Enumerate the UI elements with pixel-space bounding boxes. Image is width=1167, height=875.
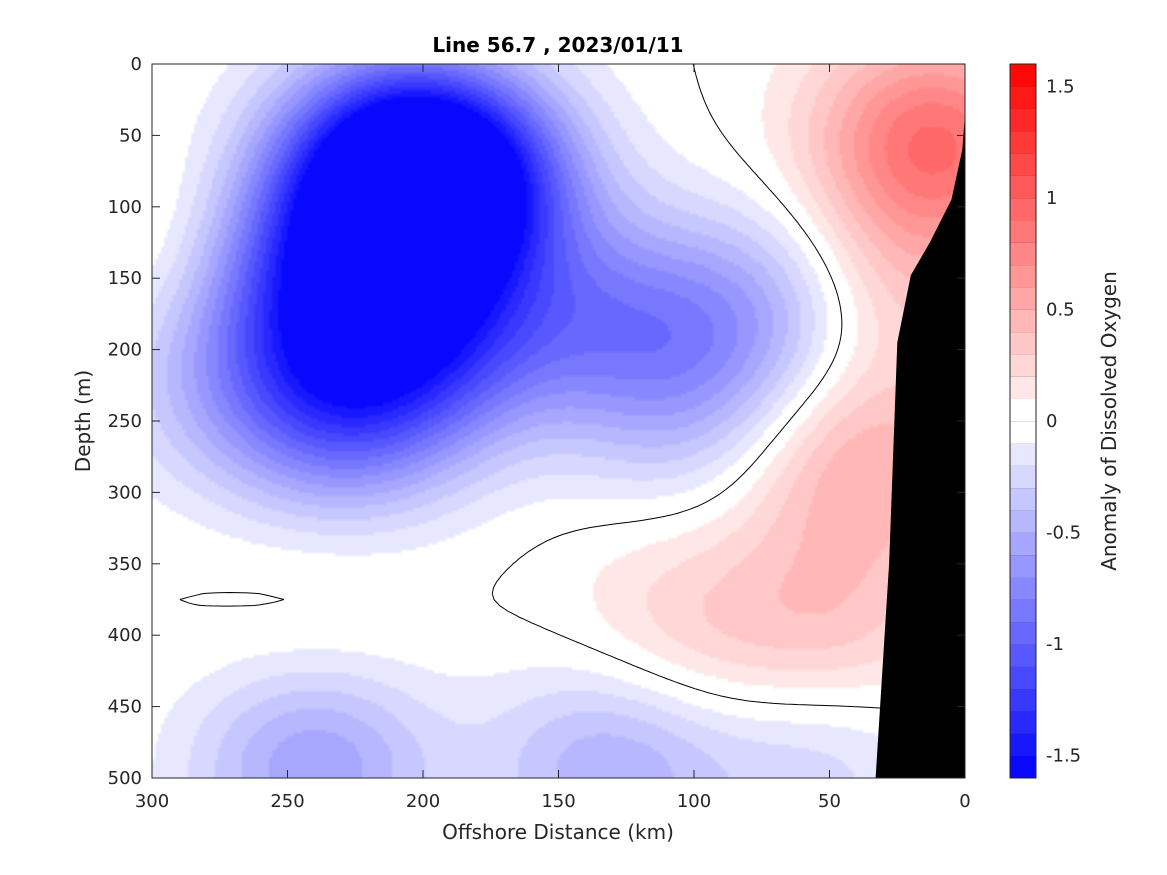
colorbar-level (1010, 733, 1036, 756)
colorbar-level (1010, 153, 1036, 176)
colorbar: 1.5 1 0.5 0 -0.5 -1 -1.5 Anomaly of Dissolved … (1009, 63, 1121, 779)
colorbar-level (1010, 688, 1036, 712)
y-tick-label: 100 (108, 197, 142, 218)
colorbar-level (1010, 64, 1036, 87)
y-tick-label: 400 (108, 625, 142, 646)
colorbar-level (1010, 86, 1036, 109)
colorbar-level (1010, 130, 1036, 154)
colorbar-tick-label: -1.5 (1046, 746, 1081, 767)
y-axis: 0 50 100 150 200 250 300 350 400 450 500 (108, 54, 965, 789)
y-tick-label: 350 (108, 554, 142, 575)
colorbar-level (1010, 532, 1036, 556)
y-tick-label: 200 (108, 340, 142, 361)
colorbar-level (1010, 711, 1036, 734)
y-tick-label: 150 (108, 268, 142, 289)
colorbar-level (1010, 197, 1036, 221)
plot-area (151, 63, 966, 779)
colorbar-level (1010, 554, 1036, 578)
colorbar-tick-label: 1.5 (1046, 76, 1075, 97)
colorbar-level (1010, 331, 1036, 355)
y-tick-label: 50 (119, 125, 142, 146)
y-tick-label: 300 (108, 482, 142, 503)
colorbar-tick-label: 0.5 (1046, 299, 1075, 320)
colorbar-level (1010, 421, 1036, 444)
x-tick-label: 300 (135, 791, 169, 812)
colorbar-level (1010, 354, 1036, 377)
colorbar-level (1010, 108, 1036, 132)
colorbar-tick-label: -0.5 (1046, 523, 1081, 544)
colorbar-level (1010, 398, 1036, 422)
colorbar-level (1010, 510, 1036, 533)
colorbar-level (1010, 242, 1036, 266)
y-axis-label: Depth (m) (71, 370, 95, 472)
colorbar-level (1010, 465, 1036, 489)
x-tick-label: 0 (959, 791, 970, 812)
x-axis-label: Offshore Distance (km) (442, 820, 674, 844)
colorbar-level (1010, 644, 1036, 667)
colorbar-level (1010, 220, 1036, 243)
colorbar-tick-label: 0 (1046, 411, 1057, 432)
colorbar-level (1010, 577, 1036, 600)
colorbar-level (1010, 443, 1036, 466)
colorbar-level (1010, 599, 1036, 623)
x-tick-label: 250 (270, 791, 304, 812)
y-tick-label: 450 (108, 697, 142, 718)
chart-title: Line 56.7 , 2023/01/11 (432, 33, 683, 57)
colorbar-level (1010, 175, 1036, 199)
x-tick-label: 150 (541, 791, 575, 812)
colorbar-level (1010, 755, 1036, 779)
x-tick-label: 200 (406, 791, 440, 812)
colorbar-label: Anomaly of Dissolved Oxygen (1097, 271, 1121, 571)
y-tick-label: 250 (108, 411, 142, 432)
x-tick-label: 100 (677, 791, 711, 812)
y-tick-label: 0 (131, 54, 142, 75)
colorbar-level (1010, 264, 1036, 288)
colorbar-tick-label: 1 (1046, 188, 1057, 209)
colorbar-tick-label: -1 (1046, 634, 1064, 655)
y-tick-label: 500 (108, 768, 142, 789)
colorbar-level (1010, 666, 1036, 690)
x-axis: 300 250 200 150 100 50 0 (135, 64, 971, 812)
x-tick-label: 50 (818, 791, 841, 812)
seafloor-bathymetry (875, 113, 965, 778)
colorbar-level (1010, 487, 1036, 511)
colorbar-level (1010, 287, 1036, 310)
colorbar-level (1010, 621, 1036, 645)
colorbar-level (1010, 309, 1036, 333)
anomaly-field (152, 64, 965, 778)
colorbar-level (1010, 376, 1036, 399)
